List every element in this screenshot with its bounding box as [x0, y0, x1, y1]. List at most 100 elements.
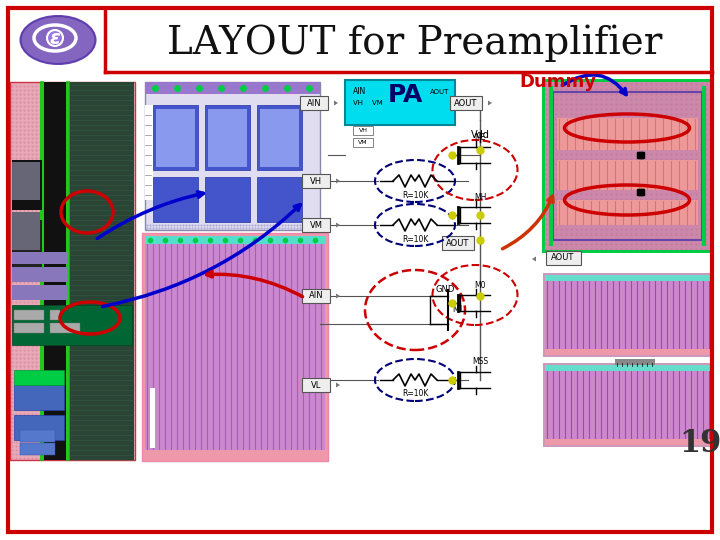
Bar	[145, 236, 325, 244]
Bar	[150, 388, 155, 448]
Text: GND: GND	[436, 286, 455, 294]
Text: 19: 19	[679, 428, 720, 458]
Bar	[542, 79, 713, 253]
Bar	[12, 212, 40, 250]
Bar	[145, 236, 325, 458]
Text: VM: VM	[358, 140, 368, 145]
Bar	[353, 126, 373, 135]
Bar	[12, 162, 40, 200]
Text: M0: M0	[474, 280, 486, 289]
Bar	[14, 415, 64, 440]
Bar	[353, 138, 373, 147]
FancyArrow shape	[328, 100, 338, 105]
Bar	[545, 275, 710, 281]
Bar	[302, 289, 330, 303]
Bar	[12, 220, 42, 270]
Bar	[302, 378, 330, 392]
Bar	[345, 80, 455, 125]
Text: R=10K: R=10K	[402, 234, 428, 244]
FancyArrow shape	[330, 294, 340, 299]
Text: VL: VL	[311, 381, 321, 389]
FancyArrow shape	[330, 179, 340, 184]
Bar	[14, 370, 64, 385]
Text: Dummy: Dummy	[520, 73, 596, 91]
Bar	[12, 160, 42, 210]
Bar	[257, 105, 302, 170]
Bar	[615, 359, 655, 365]
Text: VH: VH	[359, 128, 367, 133]
Bar	[14, 323, 44, 333]
Bar	[12, 252, 67, 264]
Text: AOUT: AOUT	[430, 89, 449, 95]
Bar	[142, 233, 328, 461]
Text: Vdd: Vdd	[471, 130, 490, 140]
Bar	[50, 310, 60, 320]
Text: AIN: AIN	[309, 292, 323, 300]
Bar	[543, 273, 712, 357]
Bar	[12, 267, 67, 282]
Bar	[302, 174, 330, 188]
Bar	[14, 385, 64, 410]
Bar	[545, 275, 710, 355]
Text: R=10K: R=10K	[402, 389, 428, 399]
Text: MSS: MSS	[472, 357, 488, 367]
Bar	[12, 285, 67, 300]
Text: M1: M1	[452, 306, 464, 314]
Bar	[557, 160, 698, 190]
Bar	[442, 236, 474, 250]
Bar	[145, 450, 325, 458]
Bar	[145, 105, 153, 200]
Bar	[153, 177, 198, 222]
Bar	[557, 200, 698, 225]
Bar	[145, 82, 320, 230]
Bar	[44, 82, 66, 460]
FancyArrow shape	[482, 100, 492, 105]
Bar	[20, 430, 55, 442]
FancyArrow shape	[330, 382, 340, 388]
Bar	[557, 118, 698, 150]
Bar	[545, 439, 710, 445]
Text: LAYOUT for Preamplifier: LAYOUT for Preamplifier	[167, 24, 662, 62]
Bar	[545, 82, 710, 250]
FancyArrow shape	[330, 222, 340, 227]
Bar	[69, 82, 134, 460]
Bar	[10, 82, 135, 460]
FancyArrow shape	[532, 256, 544, 261]
Text: MH: MH	[474, 192, 486, 201]
Bar	[20, 443, 55, 455]
Bar	[205, 105, 250, 170]
Text: VM: VM	[310, 220, 323, 230]
FancyArrow shape	[474, 240, 484, 246]
Bar	[545, 365, 710, 371]
Text: ε: ε	[50, 29, 60, 48]
Bar	[14, 310, 44, 320]
Ellipse shape	[20, 16, 96, 64]
Bar	[153, 105, 198, 170]
Bar	[257, 177, 302, 222]
Bar	[545, 349, 710, 355]
Text: AOUT: AOUT	[454, 98, 477, 107]
Text: PA: PA	[387, 83, 423, 107]
Bar	[543, 363, 712, 447]
Bar	[546, 251, 581, 265]
Bar	[205, 177, 250, 222]
Bar	[50, 323, 80, 333]
Bar	[260, 109, 299, 167]
Text: R=10K: R=10K	[402, 191, 428, 199]
Text: VH: VH	[310, 177, 322, 186]
Text: AIN: AIN	[353, 87, 366, 97]
Bar	[208, 109, 247, 167]
Text: AIN: AIN	[307, 98, 321, 107]
Text: AOUT: AOUT	[552, 253, 575, 262]
Bar	[12, 305, 132, 345]
Bar	[145, 82, 320, 94]
Text: VH    VM: VH VM	[353, 100, 383, 106]
Text: AOUT: AOUT	[446, 239, 469, 247]
Bar	[545, 365, 710, 445]
Bar	[553, 92, 702, 240]
Bar	[300, 96, 328, 110]
Text: ME: ME	[474, 132, 486, 141]
Bar	[450, 96, 482, 110]
Bar	[302, 218, 330, 232]
Bar	[156, 109, 195, 167]
